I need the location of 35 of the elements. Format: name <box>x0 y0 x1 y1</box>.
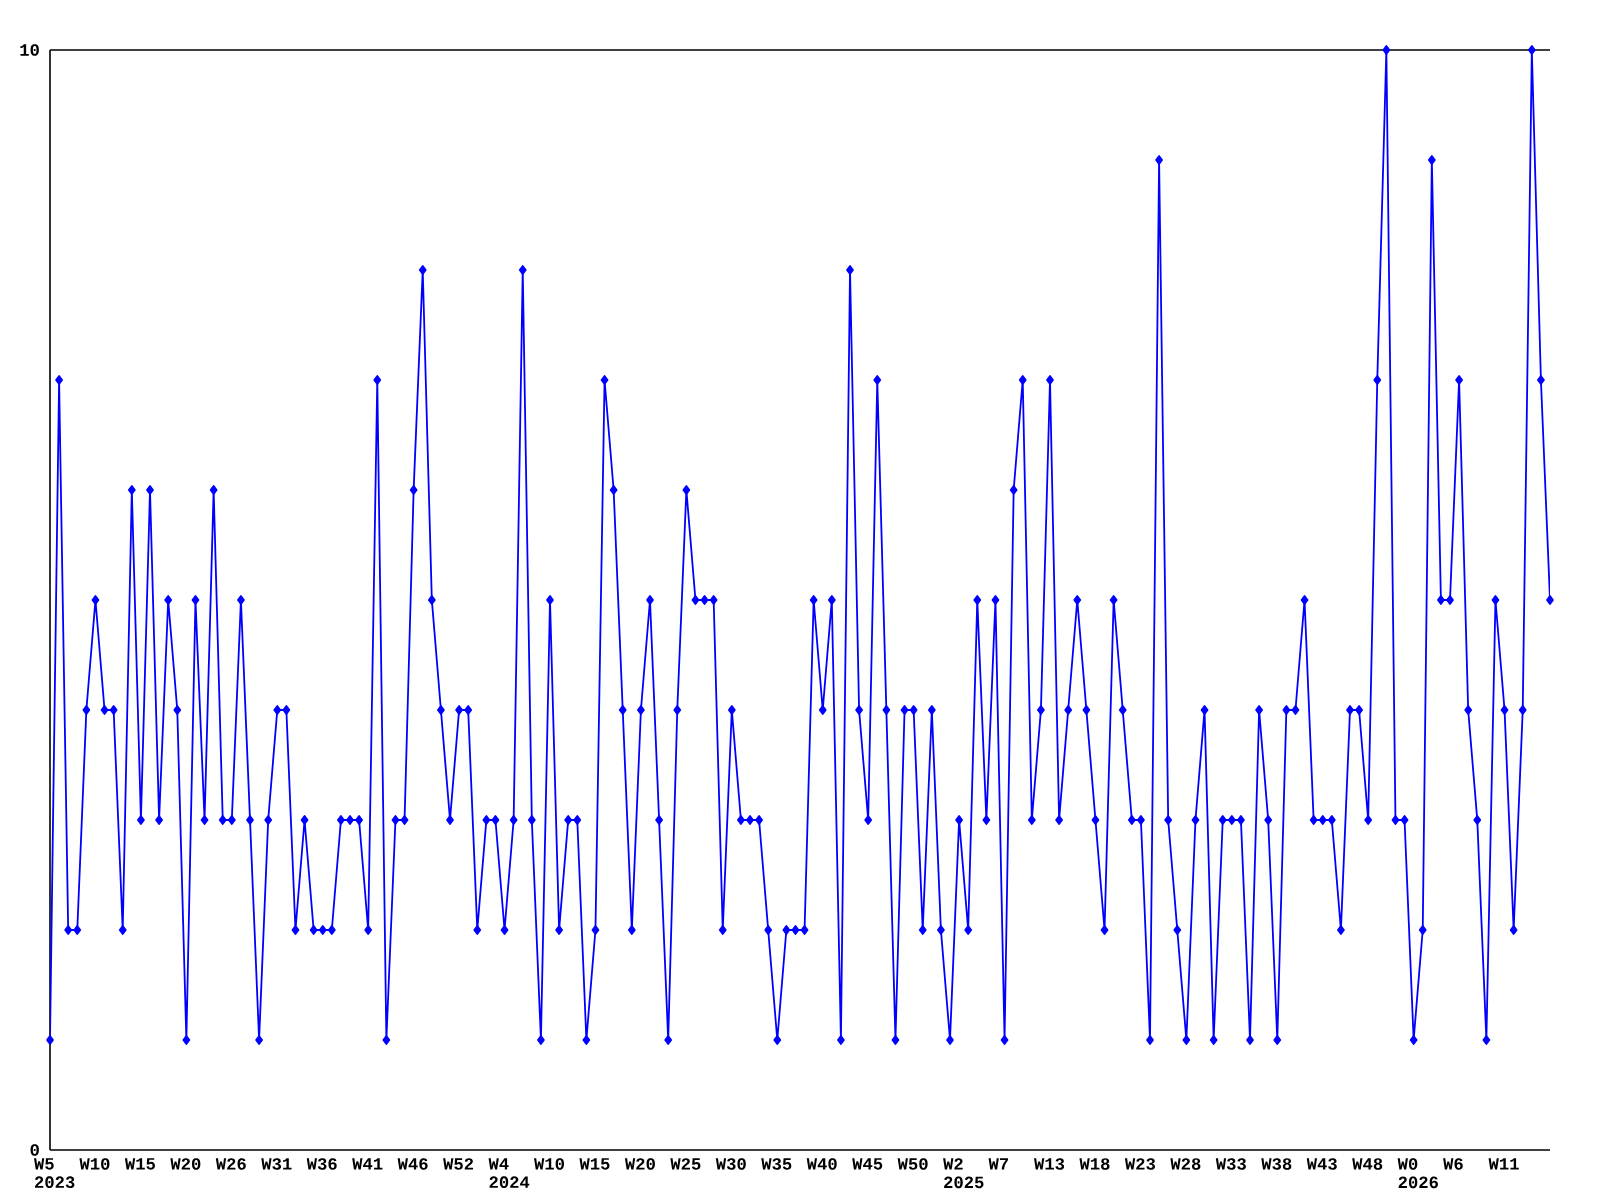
x-tick-label: W20 <box>624 1158 655 1170</box>
x-tick-label: W36 <box>306 1158 337 1170</box>
x-tick-label: W45 <box>852 1158 883 1170</box>
x-tick-label: W48 <box>1352 1158 1383 1170</box>
x-tick-label: W25 <box>670 1158 701 1170</box>
x-tick-label: W20 <box>170 1158 201 1170</box>
x-tick-label: W23 <box>1124 1158 1156 1170</box>
x-tick-label: W10 <box>79 1158 110 1170</box>
x-tick-label: W28 <box>1170 1158 1201 1170</box>
x-tick-label: W11 <box>1488 1158 1519 1170</box>
x-tick-label: W40 <box>806 1158 837 1170</box>
x-tick-label: W41 <box>352 1158 383 1170</box>
x-tick-label: W31 <box>261 1158 292 1170</box>
x-tick-label: W26 <box>215 1158 246 1170</box>
x-tick-label: W35 <box>761 1158 792 1170</box>
x-tick-label: W2 2025 <box>943 1158 984 1189</box>
x-tick-label: W6 <box>1443 1158 1463 1170</box>
x-tick-label: W4 2024 <box>488 1158 530 1189</box>
x-tick-label: W7 <box>988 1158 1009 1170</box>
y-tick-label: 0 <box>30 1144 39 1156</box>
x-tick-label: W13 <box>1034 1158 1065 1170</box>
x-tick-label: W46 <box>397 1158 428 1170</box>
x-tick-label: W10 <box>534 1158 564 1170</box>
x-tick-label: W18 <box>1079 1158 1110 1170</box>
x-tick-label: W50 <box>897 1158 928 1170</box>
x-tick-label: W15 <box>124 1158 155 1170</box>
x-tick-label: W15 <box>579 1158 610 1170</box>
y-tick-label: 10 <box>20 44 39 56</box>
x-tick-label: W33 <box>1215 1158 1246 1170</box>
x-tick-label: W38 <box>1261 1158 1292 1170</box>
x-tick-label: W5 2023 <box>34 1158 75 1189</box>
x-tick-label: W30 <box>715 1158 746 1170</box>
x-tick-label: W43 <box>1306 1158 1337 1170</box>
x-tick-label: W0 2026 <box>1397 1158 1438 1189</box>
x-tick-label: W52 <box>443 1158 474 1170</box>
